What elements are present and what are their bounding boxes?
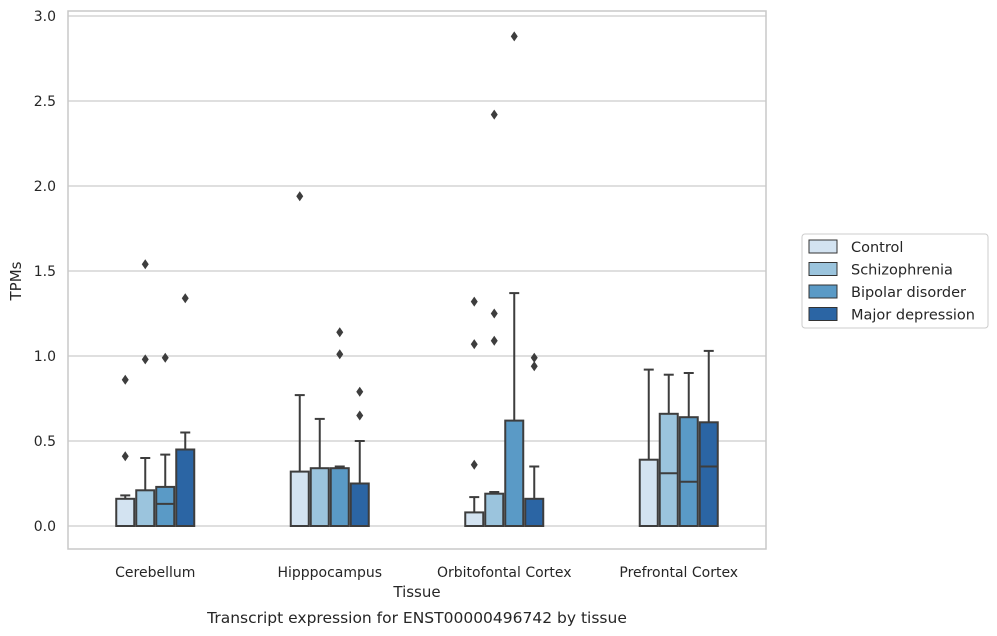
legend: Control Schizophrenia Bipolar disorder Majo… — [801, 233, 989, 329]
y-axis-ticks: 0.0 0.5 1.0 1.5 2.0 2.5 3.0 — [34, 9, 56, 535]
outlier-point — [530, 352, 538, 363]
box-rect — [464, 511, 485, 528]
outlier-point — [121, 374, 129, 385]
box-rect — [524, 497, 545, 527]
outlier-point — [161, 352, 169, 363]
box-major-depression — [175, 293, 196, 527]
legend-label: Major depression — [851, 308, 975, 324]
box-bipolar-disorder — [329, 327, 350, 528]
box-bipolar-disorder — [678, 372, 699, 528]
box-rect — [658, 412, 679, 527]
outlier-point — [296, 191, 304, 202]
box-schizophrenia — [309, 417, 330, 528]
box-rect — [115, 497, 136, 527]
box-control — [289, 191, 310, 528]
box-rect — [698, 421, 719, 527]
box-rect — [484, 492, 505, 528]
outlier-point — [490, 335, 498, 346]
box-rect — [309, 467, 330, 528]
box-rect — [155, 485, 176, 527]
y-tick-label: 2.0 — [34, 179, 56, 195]
legend-label: Bipolar disorder — [851, 285, 966, 301]
box-rect — [329, 467, 350, 528]
outlier-point — [470, 459, 478, 470]
box-major-depression — [349, 386, 370, 527]
box-major-depression — [698, 349, 719, 527]
outlier-point — [356, 410, 364, 421]
outlier-point — [181, 293, 189, 304]
legend-swatch — [808, 239, 838, 254]
box-schizophrenia — [484, 109, 505, 528]
box-major-depression — [524, 352, 545, 527]
x-tick-label: Hipppocampus — [277, 565, 382, 581]
box-rect — [135, 489, 156, 527]
box-rect — [638, 458, 659, 528]
outlier-point — [121, 451, 129, 462]
outlier-point — [356, 386, 364, 397]
box-schizophrenia — [135, 259, 156, 527]
outlier-point — [490, 109, 498, 120]
x-tick-label: Prefrontal Cortex — [619, 565, 738, 581]
legend-frame — [801, 233, 989, 329]
legend-label: Schizophrenia — [851, 263, 953, 279]
x-tick-label: Orbitofontal Cortex — [437, 565, 572, 581]
box-plot-series — [115, 31, 719, 528]
outlier-point — [470, 339, 478, 350]
outlier-point — [470, 296, 478, 307]
outlier-point — [336, 327, 344, 338]
legend-swatch — [808, 307, 838, 321]
outlier-point — [510, 31, 518, 42]
box-rect — [504, 419, 525, 528]
x-axis-title: Tissue — [392, 583, 440, 601]
box-control — [638, 368, 659, 528]
legend-swatch — [808, 262, 838, 276]
box-rect — [175, 448, 196, 527]
outlier-point — [336, 349, 344, 360]
y-axis-title: TPMs — [7, 261, 25, 301]
box-schizophrenia — [658, 373, 679, 527]
box-bipolar-disorder — [504, 31, 525, 528]
legend-swatch — [808, 284, 838, 299]
box-rect — [678, 416, 699, 528]
box-rect — [289, 470, 310, 528]
chart-caption: Transcript expression for ENST0000049674… — [206, 609, 627, 627]
y-tick-label: 2.5 — [34, 94, 56, 110]
y-tick-label: 3.0 — [34, 9, 56, 25]
outlier-point — [141, 354, 149, 365]
x-axis-ticks: Cerebellum Hipppocampus Orbitofontal Corte… — [115, 565, 738, 581]
y-tick-label: 0.0 — [34, 519, 56, 535]
y-tick-label: 1.0 — [34, 349, 56, 365]
box-bipolar-disorder — [155, 352, 176, 527]
plot-frame — [67, 10, 767, 550]
box-control — [464, 296, 485, 528]
box-control — [115, 374, 136, 527]
legend-label: Control — [851, 240, 903, 256]
outlier-point — [490, 308, 498, 319]
outlier-point — [141, 259, 149, 270]
y-tick-label: 0.5 — [34, 434, 56, 450]
y-tick-label: 1.5 — [34, 264, 56, 280]
box-rect — [349, 482, 370, 527]
outlier-point — [530, 361, 538, 372]
x-tick-label: Cerebellum — [115, 565, 195, 581]
